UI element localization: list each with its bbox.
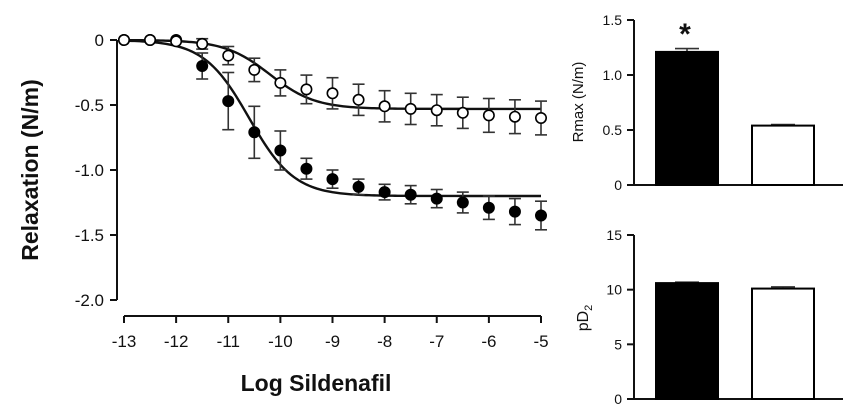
rmax-bar-group [655, 47, 815, 187]
x-tick-label: -12 [164, 332, 189, 351]
rmax-panel: 0 0.5 1.0 1.5 Rmax (N/m) * [570, 12, 843, 193]
x-tick-group: -13 -12 -11 -10 -9 -8 -7 -6 -5 [112, 316, 549, 351]
open-data-point [378, 100, 391, 113]
pd2-y-axis-label: pD2 [575, 305, 595, 332]
bar-y-tick-label: 0 [614, 391, 622, 404]
filled-bar [655, 282, 719, 400]
open-data-point [248, 63, 261, 76]
y-tick-label: -0.5 [75, 96, 104, 115]
filled-data-point [248, 126, 261, 139]
open-data-point [118, 33, 131, 46]
x-tick-label: -9 [325, 332, 340, 351]
open-data-point [352, 93, 365, 106]
filled-data-point [534, 209, 547, 222]
open-data-point [404, 102, 417, 115]
filled-data-point [196, 59, 209, 72]
y-tick-label: -1.5 [75, 226, 104, 245]
pd2-y-tick-group: 0 5 10 15 [606, 227, 634, 404]
open-data-point [196, 37, 209, 50]
open-data-point [300, 83, 313, 96]
filled-data-point [482, 201, 495, 214]
y-tick-label: -2.0 [75, 291, 104, 310]
x-tick-label: -13 [112, 332, 137, 351]
rmax-y-tick-group: 0 0.5 1.0 1.5 [603, 12, 634, 193]
filled-data-point [456, 196, 469, 209]
filled-data-point [508, 205, 521, 218]
x-tick-label: -7 [429, 332, 444, 351]
bar-y-tick-label: 15 [606, 227, 622, 243]
filled-data-point [352, 180, 365, 193]
dose-response-panel: 0 -0.5 -1.0 -1.5 -2.0 -13 -12 -11 -10 -9 -8 -7 -6 -5… [17, 31, 549, 396]
x-tick-label: -11 [217, 332, 240, 351]
pd2-label-sub: 2 [583, 305, 595, 311]
filled-data-point [222, 95, 235, 108]
bar-y-tick-label: 1.0 [603, 67, 623, 83]
bar-y-tick-label: 0 [614, 177, 622, 193]
y-axis-label: Relaxation (N/m) [17, 79, 43, 260]
open-data-point [508, 110, 521, 123]
open-data-point [430, 104, 443, 117]
x-tick-label: -6 [481, 332, 496, 351]
y-tick-label: 0 [95, 31, 104, 50]
filled-data-point [274, 144, 287, 157]
fit-curve [123, 39, 541, 198]
significance-asterisk: * [679, 18, 691, 51]
filled-bar [655, 50, 719, 187]
open-data-point [326, 87, 339, 100]
y-tick-label: -1.0 [75, 161, 104, 180]
filled-data-point [430, 192, 443, 205]
open-data-point [144, 33, 157, 46]
open-data-point [274, 76, 287, 89]
open-data-point [534, 112, 547, 125]
open-data-point [222, 49, 235, 62]
x-tick-label: -10 [268, 332, 293, 351]
open-bar [751, 124, 815, 186]
open-data-point [456, 106, 469, 119]
data-point-group [118, 33, 547, 222]
open-data-point [482, 109, 495, 122]
bar-y-tick-label: 1.5 [603, 12, 623, 28]
x-tick-label: -8 [377, 332, 392, 351]
filled-data-point [378, 186, 391, 199]
bar-y-tick-label: 0.5 [603, 122, 623, 138]
filled-data-point [300, 162, 313, 175]
rmax-y-axis-label: Rmax (N/m) [570, 62, 587, 143]
bar-y-tick-label: 10 [606, 282, 622, 298]
filled-data-point [404, 188, 417, 201]
pd2-panel: 0 5 10 15 pD2 [575, 227, 843, 404]
filled-data-point [326, 173, 339, 186]
pd2-label-main: pD [575, 311, 592, 331]
pd2-bar-group [655, 281, 815, 400]
x-tick-label: -5 [533, 332, 548, 351]
x-axis-label: Log Sildenafil [241, 370, 392, 396]
open-bar [751, 287, 815, 400]
y-tick-group: 0 -0.5 -1.0 -1.5 -2.0 [75, 31, 117, 310]
open-data-point [170, 35, 183, 48]
bar-y-tick-label: 5 [614, 336, 622, 352]
